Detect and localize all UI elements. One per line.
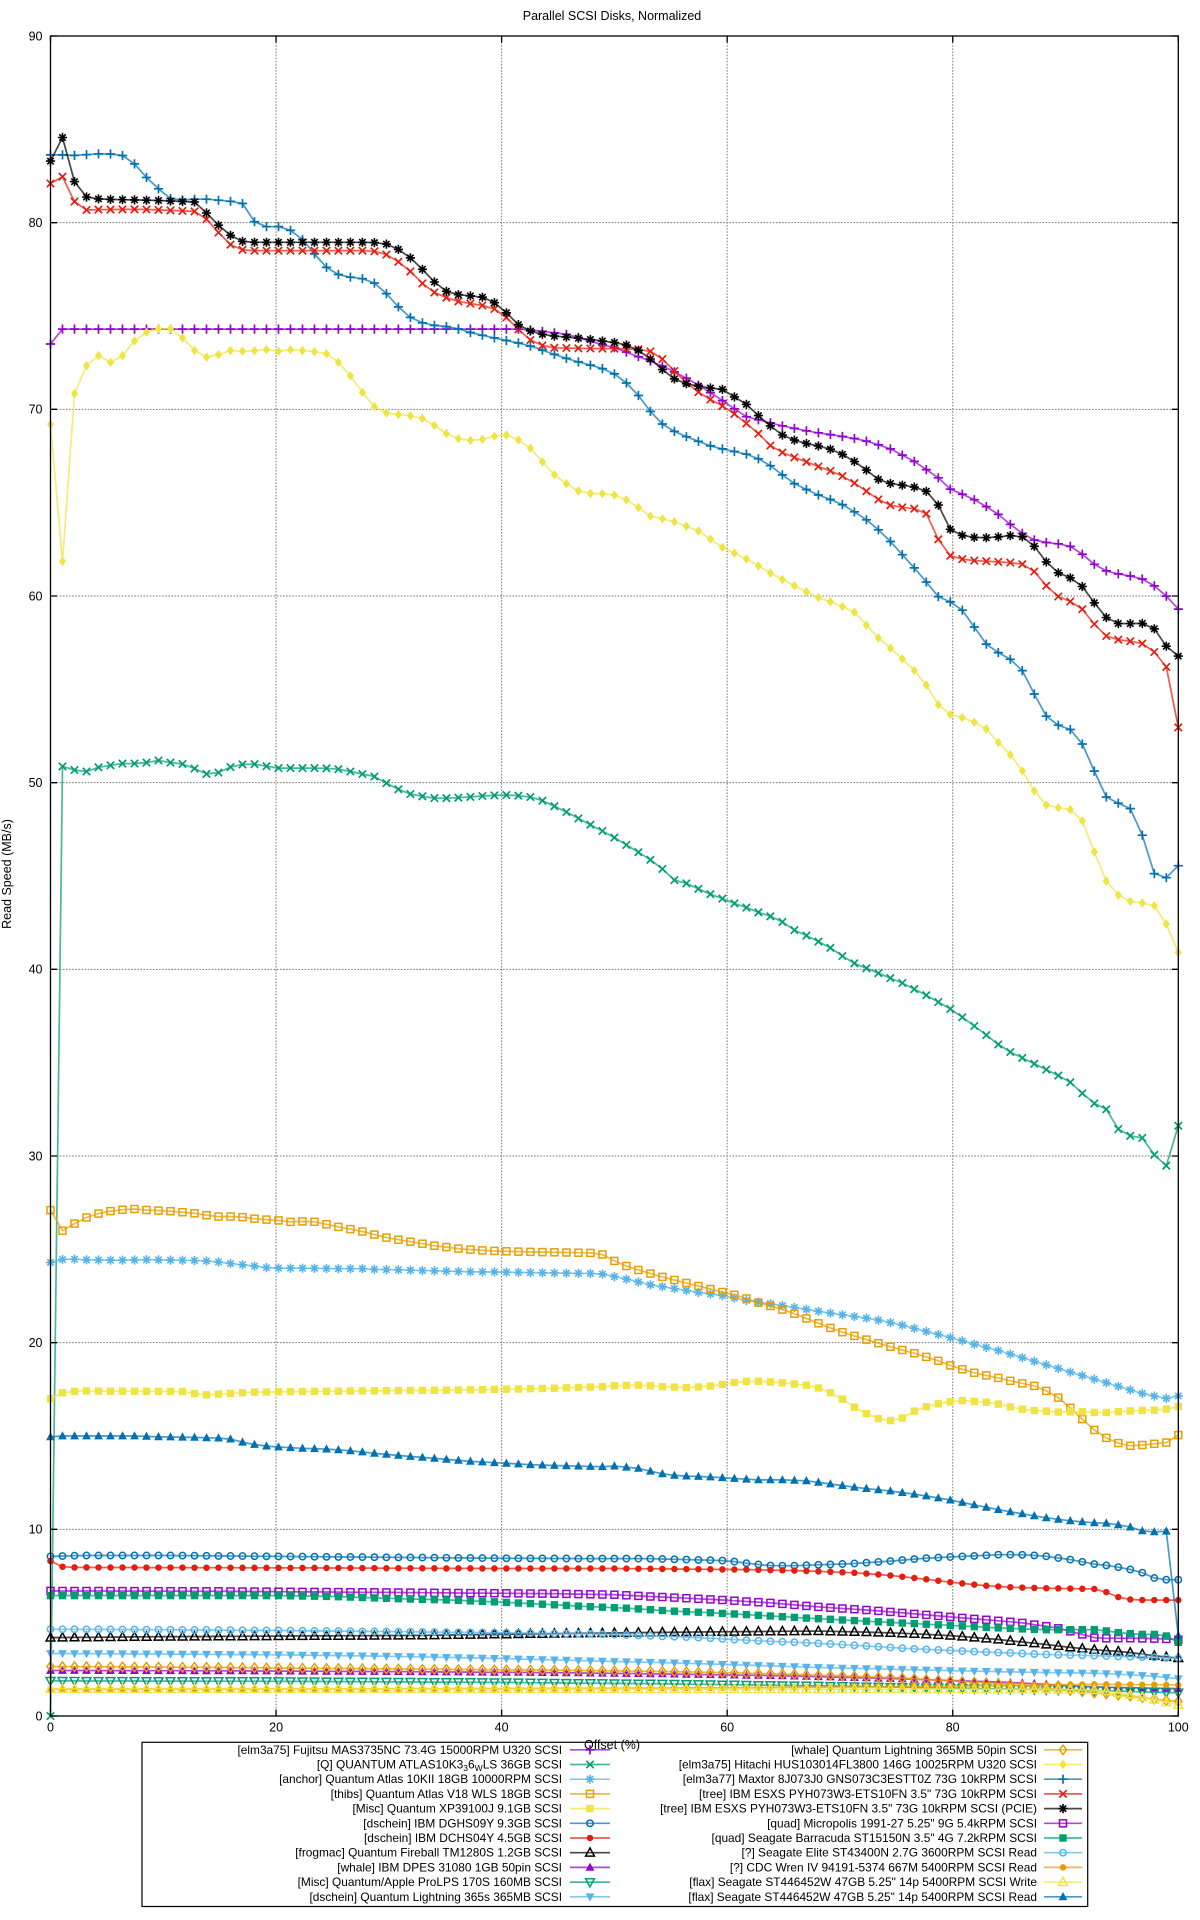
- svg-text:[?] Seagate Elite ST43400N 2.7: [?] Seagate Elite ST43400N 2.7G 3600RPM …: [742, 1846, 1037, 1860]
- svg-text:[quad] Micropolis 1991-27 5.25: [quad] Micropolis 1991-27 5.25" 9G 5.4kR…: [767, 1816, 1037, 1830]
- svg-text:[thibs] Quantum Atlas V18 WLS: [thibs] Quantum Atlas V18 WLS 18GB SCSI: [331, 1787, 562, 1801]
- svg-text:20: 20: [29, 1336, 43, 1350]
- svg-text:20: 20: [269, 1721, 283, 1735]
- svg-text:30: 30: [29, 1149, 43, 1163]
- svg-text:[?] CDC Wren IV 94191-5374 667: [?] CDC Wren IV 94191-5374 667M 5400RPM …: [730, 1860, 1037, 1874]
- svg-text:[tree] IBM ESXS PYH073W3-ETS10: [tree] IBM ESXS PYH073W3-ETS10FN 3.5" 73…: [699, 1787, 1037, 1801]
- svg-text:0: 0: [36, 1709, 43, 1723]
- svg-text:100: 100: [1168, 1721, 1189, 1735]
- svg-text:[quad] Seagate Barracuda ST151: [quad] Seagate Barracuda ST15150N 3.5" 4…: [712, 1831, 1037, 1845]
- svg-text:[flax] Seagate ST446452W 47GB: [flax] Seagate ST446452W 47GB 5.25" 14p …: [688, 1890, 1037, 1904]
- svg-text:10: 10: [29, 1523, 43, 1537]
- svg-text:[tree] IBM ESXS PYH073W3-ETS10: [tree] IBM ESXS PYH073W3-ETS10FN 3.5" 73…: [660, 1802, 1037, 1816]
- svg-text:[dschein] IBM DCHS04Y 4.5GB SC: [dschein] IBM DCHS04Y 4.5GB SCSI: [364, 1831, 562, 1845]
- svg-text:[elm3a75] Fujitsu MAS3735NC 73: [elm3a75] Fujitsu MAS3735NC 73.4G 15000R…: [237, 1743, 562, 1757]
- svg-text:40: 40: [495, 1721, 509, 1735]
- svg-text:60: 60: [720, 1721, 734, 1735]
- svg-text:[Q] QUANTUM ATLAS10K336WLS 36G: [Q] QUANTUM ATLAS10K336WLS 36GB SCSI: [317, 1758, 562, 1774]
- svg-text:[elm3a77] Maxtor 8J073J0 GNS07: [elm3a77] Maxtor 8J073J0 GNS073C3ESTT0Z …: [683, 1772, 1037, 1786]
- svg-text:80: 80: [946, 1721, 960, 1735]
- svg-text:[dschein] Quantum Lightning 36: [dschein] Quantum Lightning 365s 365MB S…: [310, 1890, 563, 1904]
- svg-text:[Misc] Quantum XP39100J 9.1GB: [Misc] Quantum XP39100J 9.1GB SCSI: [352, 1802, 562, 1816]
- svg-text:Offset (%): Offset (%): [584, 1738, 640, 1752]
- svg-text:Parallel SCSI Disks, Normalize: Parallel SCSI Disks, Normalized: [523, 9, 702, 23]
- svg-text:[frogmac] Quantum Fireball TM1: [frogmac] Quantum Fireball TM1280S 1.2GB…: [295, 1846, 562, 1860]
- svg-text:90: 90: [29, 29, 43, 43]
- svg-text:Read Speed (MB/s): Read Speed (MB/s): [0, 819, 14, 929]
- svg-text:40: 40: [29, 963, 43, 977]
- svg-text:50: 50: [29, 776, 43, 790]
- svg-text:[whale] IBM DPES 31080 1GB 50p: [whale] IBM DPES 31080 1GB 50pin SCSI: [337, 1860, 562, 1874]
- svg-text:70: 70: [29, 403, 43, 417]
- svg-text:[Misc] Quantum/Apple ProLPS 17: [Misc] Quantum/Apple ProLPS 170S 160MB S…: [298, 1875, 562, 1889]
- svg-text:[whale] Quantum Lightning 365M: [whale] Quantum Lightning 365MB 50pin SC…: [791, 1743, 1037, 1757]
- svg-text:[flax] Seagate ST446452W 47GB: [flax] Seagate ST446452W 47GB 5.25" 14p …: [689, 1875, 1037, 1889]
- svg-text:[dschein] IBM DGHS09Y 9.3GB SC: [dschein] IBM DGHS09Y 9.3GB SCSI: [363, 1816, 562, 1830]
- svg-text:60: 60: [29, 589, 43, 603]
- svg-text:0: 0: [47, 1721, 54, 1735]
- svg-text:[anchor] Quantum Atlas 10KII 1: [anchor] Quantum Atlas 10KII 18GB 10000R…: [279, 1772, 562, 1786]
- svg-text:[elm3a75] Hitachi HUS103014FL3: [elm3a75] Hitachi HUS103014FL3800 146G 1…: [679, 1758, 1037, 1772]
- svg-text:80: 80: [29, 216, 43, 230]
